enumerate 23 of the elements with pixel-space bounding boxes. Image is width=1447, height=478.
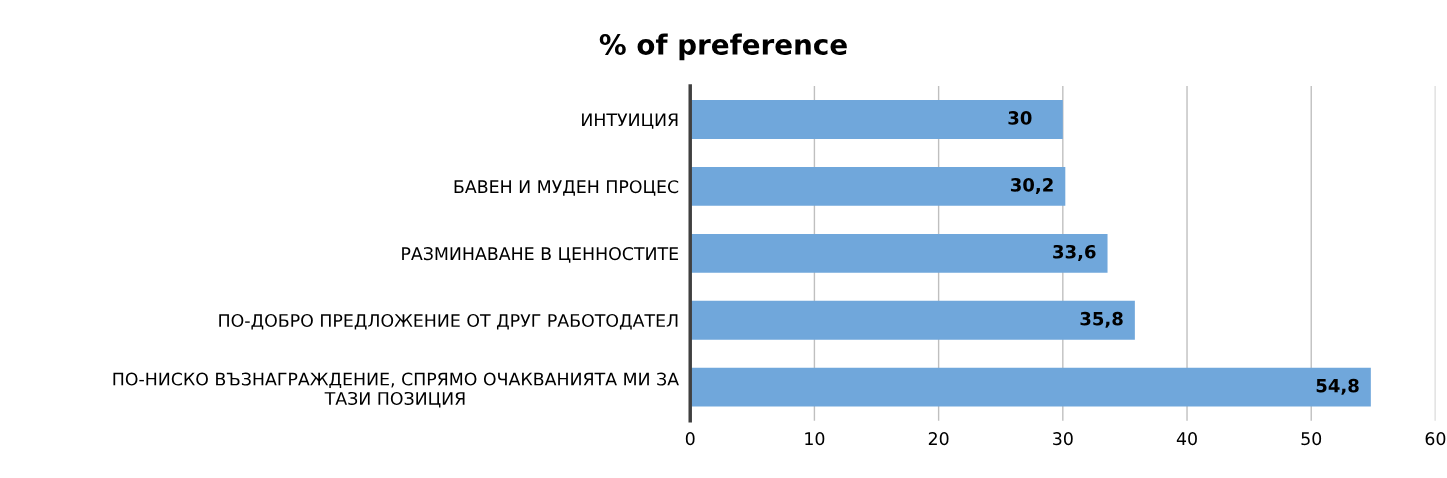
x-tick-label: 50 <box>1301 432 1322 446</box>
y-tick-label: ПО-НИСКО ВЪЗНАГРАЖДЕНИЕ, СПРЯМО ОЧАКВАНИЯТА МИ ЗА ТАЗИ ПОЗИЦИЯ <box>113 372 679 408</box>
data-label: 35,8 <box>1080 311 1123 328</box>
bar <box>690 167 1066 206</box>
x-tick-label: 60 <box>1425 432 1446 446</box>
x-tick-label: 0 <box>685 432 695 446</box>
y-tick-label: ИНТУИЦИЯ <box>582 113 678 129</box>
chart-title: % of preference <box>599 33 847 61</box>
y-tick-label: РАЗМИНАВАНЕ В ЦЕННОСТИТЕ <box>402 247 678 263</box>
bar <box>690 367 1371 407</box>
y-tick-label: ПО-ДОБРО ПРЕДЛОЖЕНИЕ ОТ ДРУГ РАБОТОДАТЕЛ <box>219 313 678 330</box>
data-label: 33,6 <box>1053 244 1096 261</box>
x-tick-label: 20 <box>928 432 949 446</box>
data-label: 30,2 <box>1010 178 1053 194</box>
x-tick-label: 40 <box>1176 432 1197 446</box>
bar <box>690 233 1108 273</box>
bar <box>690 100 1063 139</box>
y-tick-label: БАВЕН И МУДЕН ПРОЦЕС <box>454 180 679 196</box>
data-label: 30 <box>1008 111 1032 125</box>
data-label: 54,8 <box>1316 378 1359 395</box>
x-tick-label: 30 <box>1053 432 1073 446</box>
bar <box>690 300 1135 340</box>
x-tick-label: 10 <box>805 432 825 446</box>
